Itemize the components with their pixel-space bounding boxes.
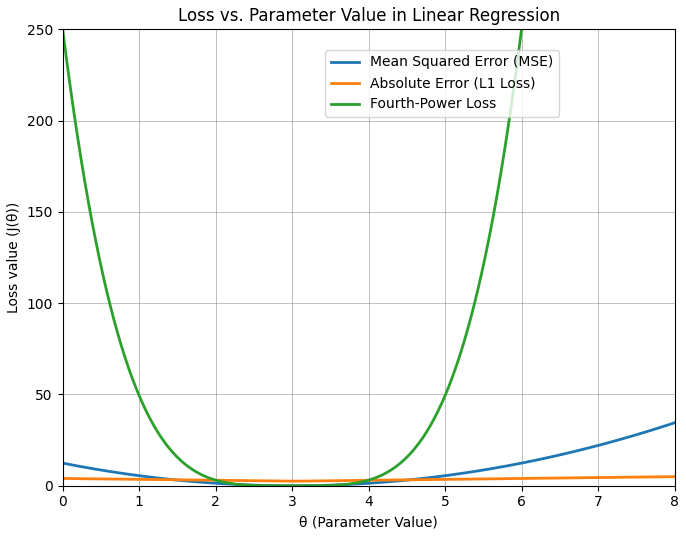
- Title: Loss vs. Parameter Value in Linear Regression: Loss vs. Parameter Value in Linear Regre…: [178, 7, 560, 25]
- Absolute Error (L1 Loss): [561, 475, 569, 481]
- Fourth-Power Loss: [351, 480, 359, 487]
- Mean Squared Error (MSE): [58, 460, 67, 466]
- Fourth-Power Loss: [354, 479, 362, 486]
- Absolute Error (L1 Loss): [391, 477, 399, 483]
- Mean Squared Error (MSE): [657, 424, 665, 430]
- Mean Squared Error (MSE): [424, 474, 432, 481]
- Fourth-Power Loss: [391, 464, 399, 471]
- Line: Absolute Error (L1 Loss): Absolute Error (L1 Loss): [62, 477, 674, 481]
- Mean Squared Error (MSE): [351, 481, 359, 487]
- Fourth-Power Loss: [424, 426, 432, 433]
- Absolute Error (L1 Loss): [354, 477, 362, 483]
- Mean Squared Error (MSE): [561, 450, 569, 457]
- Fourth-Power Loss: [58, 26, 67, 32]
- Mean Squared Error (MSE): [354, 481, 362, 487]
- Absolute Error (L1 Loss): [351, 477, 359, 483]
- Legend: Mean Squared Error (MSE), Absolute Error (L1 Loss), Fourth-Power Loss: Mean Squared Error (MSE), Absolute Error…: [325, 50, 558, 117]
- Absolute Error (L1 Loss): [288, 478, 296, 485]
- Line: Fourth-Power Loss: Fourth-Power Loss: [62, 0, 674, 486]
- Mean Squared Error (MSE): [391, 478, 399, 485]
- Mean Squared Error (MSE): [288, 482, 296, 489]
- Absolute Error (L1 Loss): [657, 474, 665, 480]
- Line: Mean Squared Error (MSE): Mean Squared Error (MSE): [62, 423, 674, 486]
- X-axis label: θ (Parameter Value): θ (Parameter Value): [299, 515, 438, 529]
- Mean Squared Error (MSE): [670, 420, 678, 426]
- Absolute Error (L1 Loss): [670, 473, 678, 480]
- Fourth-Power Loss: [288, 482, 296, 489]
- Y-axis label: Loss value (J(θ)): Loss value (J(θ)): [7, 202, 21, 313]
- Absolute Error (L1 Loss): [58, 475, 67, 482]
- Absolute Error (L1 Loss): [424, 477, 432, 483]
